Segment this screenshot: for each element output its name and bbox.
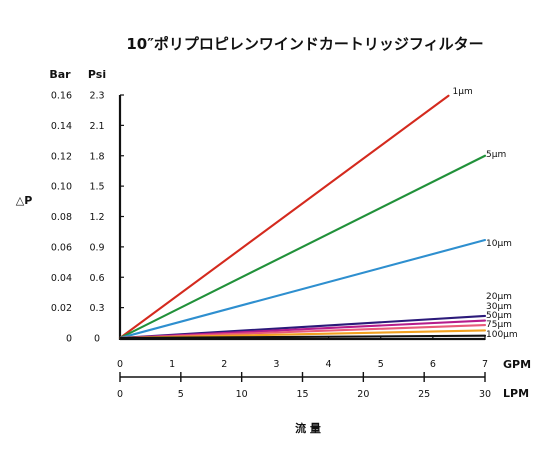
chart-title: 10″ポリプロピレンワインドカートリッジフィルター [126,35,483,53]
y-tick-label-bar: 0 [66,334,72,345]
x-tick-label-gpm: 1 [169,359,175,370]
series-line-0 [118,94,450,340]
y-tick-label-psi: 0 [94,334,100,345]
y-axis: 0 0.02 0.04 0.06 0.08 0.10 0.12 0.14 0.16 0 0.3 0.6… [51,91,124,345]
x-tick-label-gpm: 2 [221,359,227,370]
series-label-4: 30µm [486,302,512,312]
x-tick-label-lpm: 5 [178,389,184,400]
y-tick-label-bar: 0.02 [51,303,72,314]
x-axis: 0 5 10 15 20 25 30 0 1 2 3 4 5 6 7 [117,336,491,400]
x-tick-label-lpm: 0 [117,389,123,400]
x-tick-label-gpm: 3 [273,359,279,370]
y-tick-label-bar: 0.08 [51,212,72,223]
x-unit-gpm: GPM [503,358,531,371]
y-tick-label-bar: 0.16 [51,91,72,102]
x-tick-label-lpm: 30 [479,389,491,400]
y-tick-label-psi: 1.8 [89,151,104,162]
series-label-6: 75µm [486,320,512,330]
y-tick-label-psi: 1.2 [89,212,104,223]
y-tick-label-psi: 0.6 [89,273,104,284]
x-tick-label-gpm: 7 [482,359,488,370]
series-line-1 [118,154,487,340]
x-unit-lpm: LPM [503,387,529,400]
series-line-2 [118,238,487,340]
x-axis-title: 流 量 [295,421,321,435]
series-lines [118,94,487,340]
x-tick-label-gpm: 0 [117,359,123,370]
y-tick-label-psi: 0.9 [89,242,104,253]
series-label-5: 50µm [486,311,512,321]
series-label-1: 5µm [486,150,506,160]
y-tick-label-bar: 0.10 [51,182,72,193]
y-tick-label-bar: 0.14 [51,121,72,132]
x-tick-label-lpm: 20 [357,389,369,400]
x-tick-label-gpm: 6 [430,359,436,370]
x-tick-label-lpm: 15 [296,389,308,400]
series-label-2: 10µm [486,239,512,249]
x-tick-label-lpm: 10 [236,389,248,400]
x-tick-label-lpm: 25 [418,389,430,400]
y-unit-psi: Psi [88,68,106,81]
y-tick-label-psi: 2.3 [89,91,104,102]
y-tick-label-bar: 0.04 [51,273,72,284]
y-unit-bar: Bar [49,68,71,81]
y-tick-label-bar: 0.06 [51,242,72,253]
y-tick-label-bar: 0.12 [51,151,72,162]
x-tick-label-gpm: 4 [326,359,332,370]
series-label-3: 20µm [486,292,512,302]
y-tick-label-psi: 0.3 [89,303,104,314]
series-line-7 [118,334,487,340]
x-tick-label-gpm: 5 [378,359,384,370]
series-label-7: 100µm [486,330,518,340]
y-tick-label-psi: 2.1 [89,121,104,132]
series-label-0: 1µm [453,87,473,97]
y-tick-label-psi: 1.5 [89,182,104,193]
y-axis-title: △P [16,194,33,207]
